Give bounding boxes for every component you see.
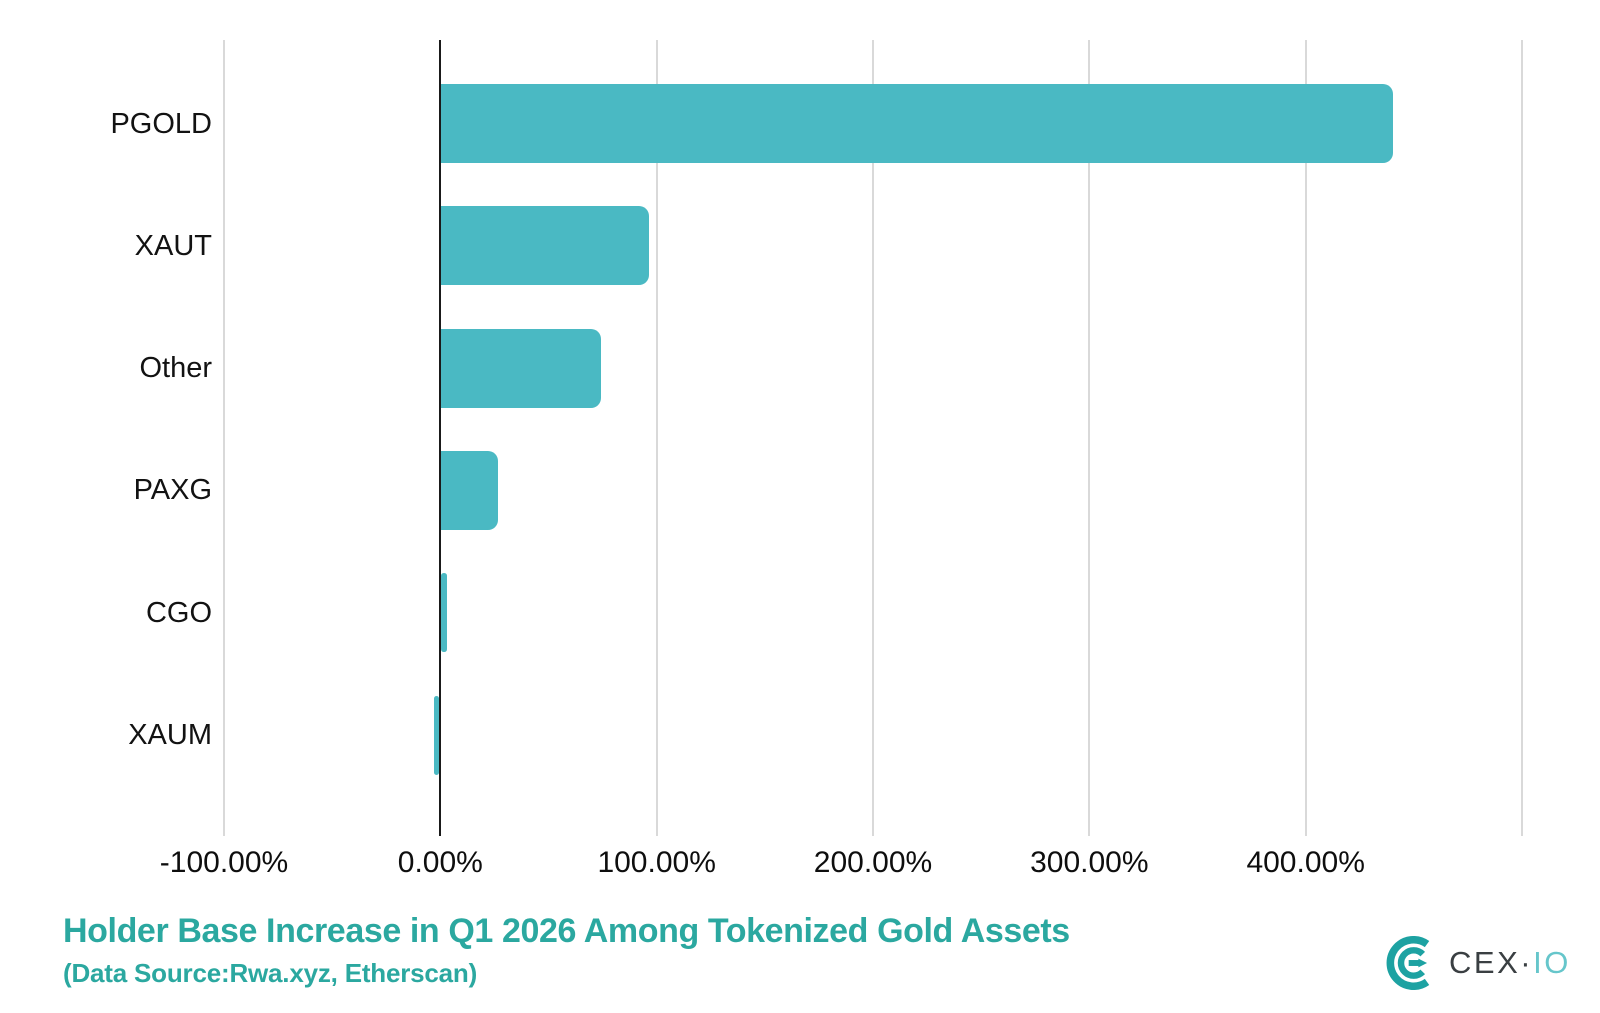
chart-title: Holder Base Increase in Q1 2026 Among To… [63,912,1070,950]
x-tick-label: 100.00% [597,846,716,879]
bar-paxg [441,450,498,530]
x-tick-label: 0.00% [397,846,483,879]
x-tick-label: 200.00% [813,846,933,879]
cexio-logo: CEX·IO [1386,936,1571,990]
category-label-other: Other [139,352,212,385]
category-label-pgold: PGOLD [110,107,212,140]
bar-other [441,328,602,408]
gridline [223,40,225,836]
gridline [655,40,658,836]
logo-text-cex: CEX [1449,945,1521,980]
gridline [872,40,874,836]
cexio-logo-text: CEX·IO [1449,945,1571,981]
plot-area: -100.00% 0.00% 100.00% 200.00% 300.00% 400.00… [160,40,1523,879]
x-tick-label: -100.00% [159,846,289,879]
gridline [1304,40,1307,836]
category-label-cgo: CGO [145,596,212,629]
chart-subtitle: (Data Source:Rwa.xyz, Etherscan) [63,958,478,988]
bar-cgo [441,573,447,653]
logo-text-dot: · [1520,945,1534,980]
cexio-logo-mark-icon [1386,936,1430,990]
category-label-paxg: PAXG [133,474,212,507]
gridline [1521,40,1523,836]
logo-text-io: IO [1533,945,1571,980]
category-label-xaut: XAUT [134,229,212,262]
gridline [1088,40,1091,836]
bar-xaum [433,695,440,775]
x-tick-label: 400.00% [1246,846,1365,879]
category-label-xaum: XAUM [128,719,212,751]
bar-xaut [441,206,649,286]
x-tick-label: 300.00% [1030,846,1149,879]
bar-pgold [441,84,1394,163]
zero-axis-line [439,40,442,836]
